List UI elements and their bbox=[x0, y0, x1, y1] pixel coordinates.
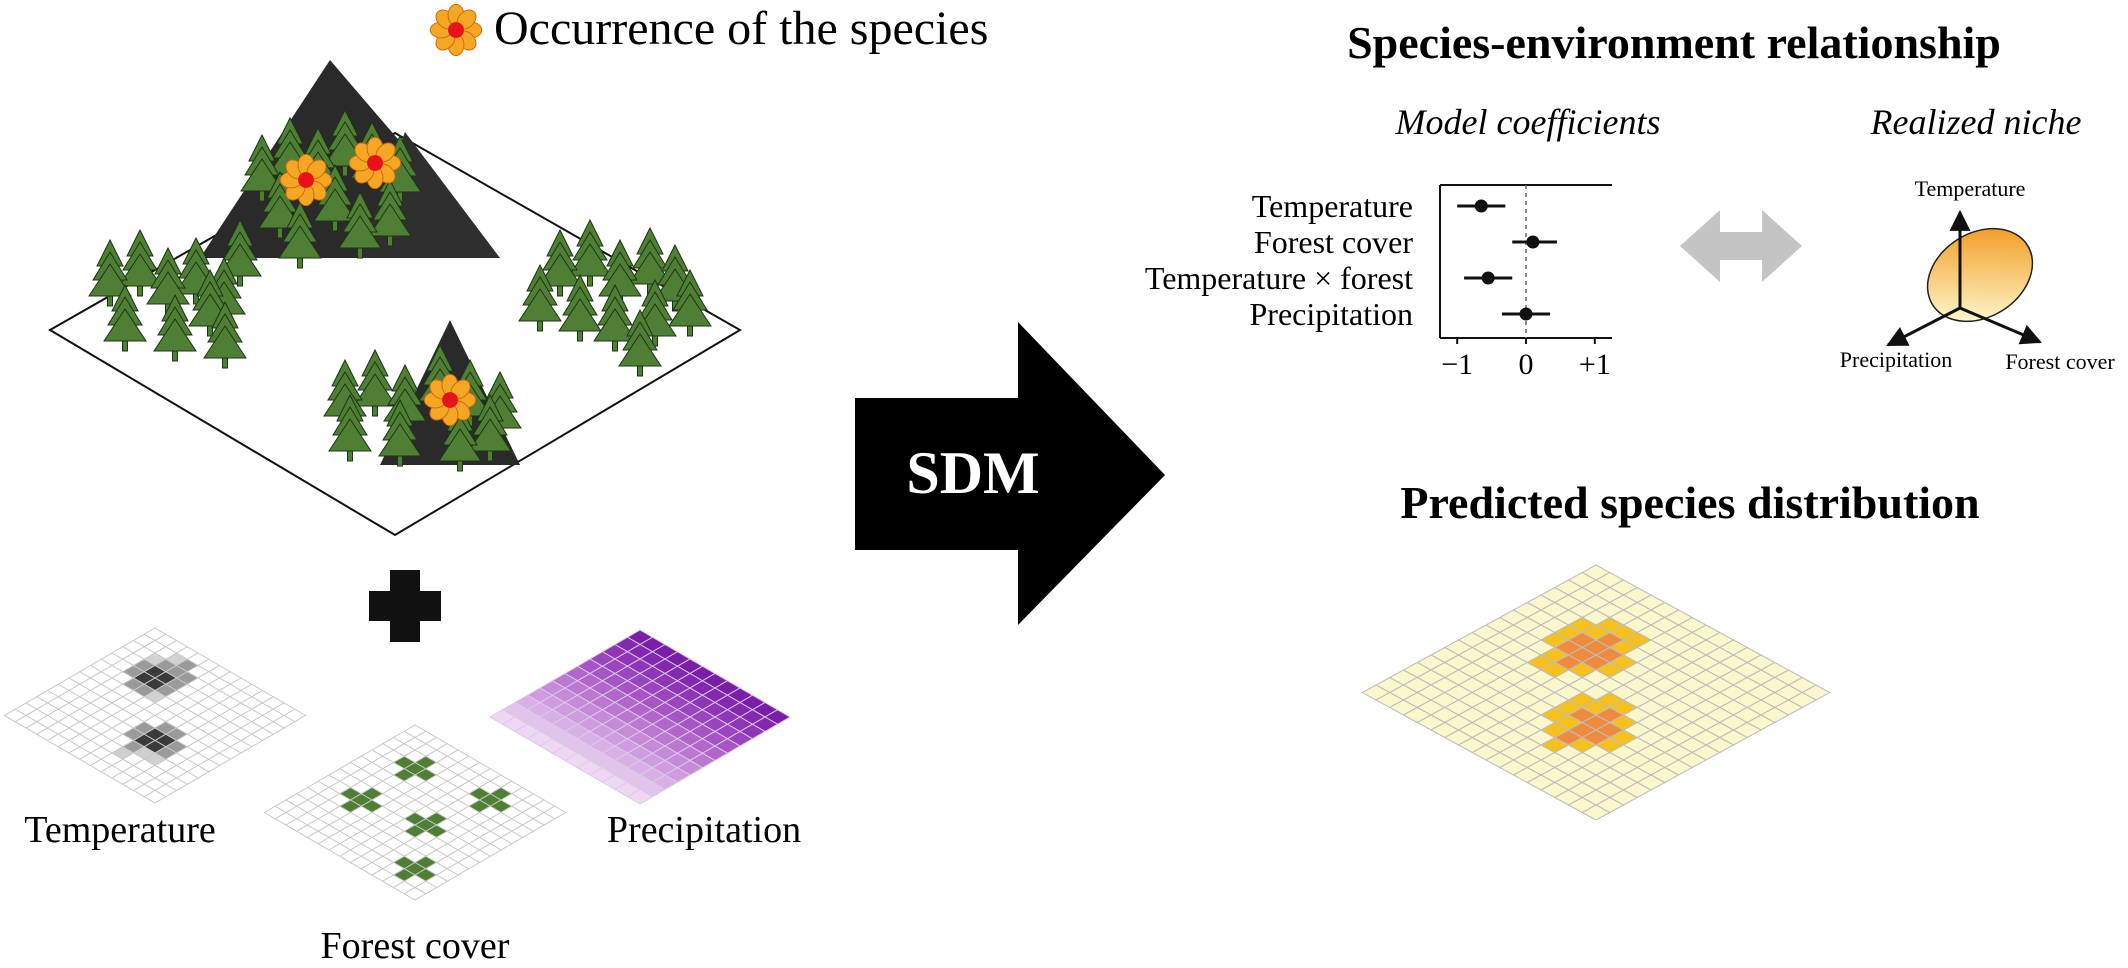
tree-icon bbox=[668, 268, 712, 337]
sdm-label: SDM bbox=[906, 440, 1039, 506]
tree-icon bbox=[538, 228, 582, 297]
tree-icon bbox=[618, 308, 662, 377]
coefficient-label: Temperature × forest bbox=[1145, 260, 1413, 296]
prediction-title: Predicted species distribution bbox=[1400, 477, 1979, 528]
niche-subtitle: Realized niche bbox=[1870, 102, 2082, 142]
grid-cell bbox=[1581, 804, 1611, 821]
coefficient-estimate bbox=[1519, 307, 1533, 321]
coefficient-label: Precipitation bbox=[1249, 296, 1413, 332]
tree-icon bbox=[278, 200, 322, 269]
coefficient-estimate bbox=[1526, 235, 1540, 249]
occurrence-legend: Occurrence of the species bbox=[429, 2, 988, 57]
tree-icon bbox=[153, 293, 197, 362]
tree-icon bbox=[203, 300, 247, 369]
x-tick-label: +1 bbox=[1579, 348, 1611, 381]
forest-cover-layer-label: Forest cover bbox=[321, 925, 510, 967]
flower-icon bbox=[429, 3, 483, 57]
tree-icon bbox=[146, 246, 190, 315]
tree-icon bbox=[518, 263, 562, 332]
tree-icon bbox=[313, 163, 357, 232]
realized-niche-diagram: Temperature Precipitation Forest cover bbox=[1840, 176, 2116, 374]
flower-icon bbox=[423, 373, 477, 427]
tree-icon bbox=[368, 178, 412, 247]
niche-ellipse bbox=[1926, 227, 2034, 323]
tree-icon bbox=[353, 348, 397, 417]
tree-icon bbox=[240, 133, 284, 202]
coefficients-subtitle: Model coefficients bbox=[1395, 102, 1661, 142]
tree-icon bbox=[103, 283, 147, 352]
sdm-arrow: SDM bbox=[855, 322, 1165, 625]
x-tick-label: −1 bbox=[1441, 348, 1473, 381]
grid-cell bbox=[143, 789, 167, 804]
legend-label: Occurrence of the species bbox=[494, 2, 988, 55]
occurrence-points bbox=[279, 136, 477, 427]
landscape-map bbox=[48, 60, 742, 537]
plus-icon bbox=[369, 570, 441, 642]
tree-icon bbox=[338, 190, 382, 259]
coefficient-label: Temperature bbox=[1252, 188, 1413, 224]
tree-icon bbox=[598, 238, 642, 307]
tree-icon bbox=[378, 398, 422, 467]
tree-icon bbox=[118, 228, 162, 297]
right-arrow-icon bbox=[855, 322, 1165, 625]
niche-axis-temperature: Temperature bbox=[1915, 176, 2026, 201]
precipitation-grid bbox=[489, 629, 791, 805]
tree-icon bbox=[593, 283, 637, 352]
tree-icon bbox=[328, 393, 372, 462]
precipitation-axis-arrow bbox=[1886, 306, 1961, 347]
coefficient-estimate bbox=[1481, 271, 1495, 285]
x-tick-label: 0 bbox=[1519, 348, 1534, 381]
relationship-title: Species-environment relationship bbox=[1347, 17, 2001, 68]
temperature-layer-label: Temperature bbox=[24, 809, 215, 851]
predicted-distribution-grid bbox=[1361, 564, 1831, 821]
coefficient-label: Forest cover bbox=[1254, 224, 1413, 260]
double-arrow-icon bbox=[1680, 210, 1802, 282]
tree-icon bbox=[468, 393, 512, 462]
flower-icon bbox=[279, 153, 333, 207]
coefficient-estimate bbox=[1474, 199, 1488, 213]
tree-icon bbox=[88, 238, 132, 307]
precipitation-layer-label: Precipitation bbox=[607, 809, 801, 851]
forest-cover-grid bbox=[263, 724, 567, 901]
tree-icon bbox=[568, 218, 612, 287]
temperature-grid bbox=[3, 627, 307, 804]
grid-cell bbox=[403, 886, 427, 901]
grid-cell bbox=[626, 788, 654, 805]
tree-icon bbox=[628, 226, 672, 295]
niche-axis-precipitation: Precipitation bbox=[1840, 347, 1952, 372]
tree-icon bbox=[558, 273, 602, 342]
forest-cover-axis-arrow bbox=[1959, 306, 2042, 345]
flower-icon bbox=[429, 3, 483, 57]
flower-icon bbox=[348, 136, 402, 190]
niche-axis-forest-cover: Forest cover bbox=[2005, 349, 2115, 374]
